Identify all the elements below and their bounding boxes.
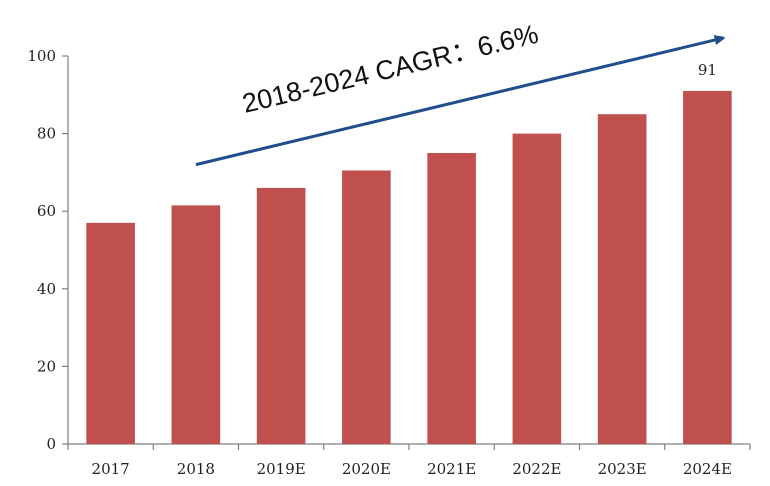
cagr-label: 2018-2024 CAGR：6.6% xyxy=(239,19,541,119)
x-tick-label: 2023E xyxy=(598,460,647,478)
x-tick-label: 2021E xyxy=(427,460,476,478)
bar-2024e xyxy=(683,90,732,445)
x-tick-label: 2017 xyxy=(92,460,130,478)
bar-2019e xyxy=(256,187,306,445)
trend-arrow xyxy=(195,39,721,167)
y-tick-label: 100 xyxy=(27,47,56,65)
bar-2021e xyxy=(427,153,476,444)
chart-bars xyxy=(86,90,732,445)
x-tick-label: 2018 xyxy=(177,460,215,478)
bar-2022e xyxy=(512,133,562,444)
bar-2017 xyxy=(86,222,135,444)
x-tick-label: 2022E xyxy=(512,460,561,478)
y-tick-label: 0 xyxy=(46,435,56,453)
y-tick-label: 80 xyxy=(37,125,56,143)
x-tick-label: 2024E xyxy=(683,460,732,478)
data-label: 91 xyxy=(698,61,717,79)
chart-labels: 0 20 40 60 80 100 2017 2018 2019E 2020E 2021E 2022E… xyxy=(27,47,732,478)
y-tick-label: 40 xyxy=(37,280,56,298)
bar-2023e xyxy=(597,114,647,444)
x-tick-label: 2019E xyxy=(257,460,306,478)
x-tick-label: 2020E xyxy=(342,460,391,478)
y-tick-label: 20 xyxy=(37,357,56,375)
bar-2018 xyxy=(171,205,221,444)
bar-2020e xyxy=(342,170,391,444)
y-tick-label: 60 xyxy=(37,202,56,220)
